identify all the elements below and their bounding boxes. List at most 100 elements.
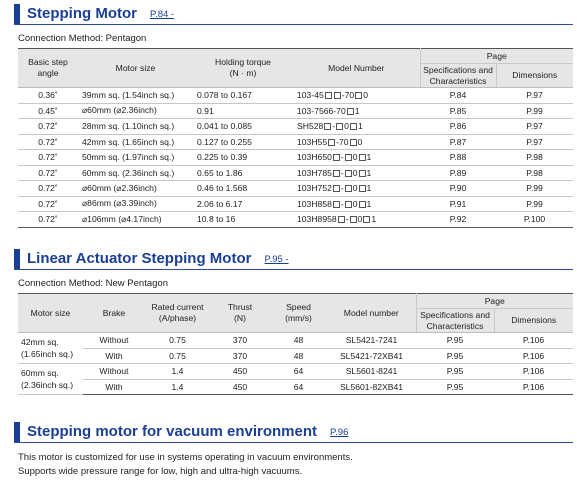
table-row: 0.45˚ ⌀60mm (⌀2.36inch) 0.91 103-7566-70 1 P.… [18,103,573,119]
cell-thrust: 370 [210,348,270,364]
cell-spec-page: P.89 [420,165,496,181]
cell-step-angle: 0.72˚ [18,196,78,212]
section-title: Stepping motor for vacuum environment [27,423,318,440]
cell-model-number: SL5421-7241 [327,332,416,349]
model-text: 1 [371,214,377,225]
cell-dimensions-page: P.100 [496,211,573,228]
cell-thrust: 450 [210,363,270,380]
cell-holding-torque: 0.46 to 1.568 [193,180,293,197]
cell-spec-page: P.90 [420,180,496,197]
cell-dimensions-page: P.106 [494,363,573,380]
cell-dimensions-page: P.99 [496,180,573,197]
cell-rated-current: 1.4 [145,363,210,380]
placeholder-box-icon [363,216,371,224]
motor-size-line: 42mm sq. [21,337,59,347]
cell-step-angle: 0.72˚ [18,149,78,166]
header-dimensions: Dimensions [495,63,573,88]
page-reference-link[interactable]: P.84 - [149,9,175,20]
cell-dimensions-page: P.97 [496,134,573,150]
placeholder-box-icon [324,92,332,100]
section-header-linear-actuator: Linear Actuator Stepping Motor P.95 - [14,249,573,270]
cell-motor-size: 50mm sq. (1.97inch sq.) [78,149,193,166]
cell-step-angle: 0.72˚ [18,118,78,135]
header-brake: Brake [83,293,145,333]
cell-motor-size: 60mm sq. (2.36inch sq.) [78,165,193,181]
cell-rated-current: 1.4 [145,379,210,395]
cell-speed: 48 [270,332,327,349]
cell-brake: Without [83,332,145,349]
model-text: - [332,121,336,132]
cell-brake: With [83,348,145,364]
cell-motor-size: 60mm sq. (2.36inch sq.) [18,363,83,395]
model-text: -70 [336,136,349,147]
table-row: 60mm sq. (2.36inch sq.) Without 1.4 450 64 SL5… [18,363,573,395]
motor-size-line: (1.65inch sq.) [21,349,74,359]
header-motor-size: Motor size [78,48,193,88]
description-line: Supports wide pressure range for low, hi… [18,465,303,477]
header-spec-char: Specifications and Characteristics [415,308,494,333]
cell-holding-torque: 2.06 to 6.17 [193,196,293,212]
cell-dimensions-page: P.99 [496,103,573,119]
page-reference-link[interactable]: P.95 - [264,254,289,265]
model-text: 103H785 [297,167,332,178]
page-reference-link[interactable]: P.96 [330,427,349,438]
placeholder-box-icon [324,123,332,131]
table-row: 0.72˚ 50mm sq. (1.97inch sq.) 0.225 to 0.3… [18,149,573,166]
cell-spec-page: P.95 [416,379,494,395]
placeholder-box-icon [328,138,336,146]
placeholder-box-icon [349,138,357,146]
cell-model-number: 103H8958-0 1 [293,211,420,228]
cell-thrust: 450 [210,379,270,395]
header-speed: Speed (mm/s) [270,293,327,333]
model-text: 1 [366,183,372,194]
table-row: 0.72˚ 28mm sq. (1.10inch sq.) 0.041 to 0.0… [18,118,573,135]
placeholder-box-icon [332,185,340,193]
cell-holding-torque: 0.041 to 0.085 [193,118,293,135]
placeholder-box-icon [358,185,366,193]
header-model-number: Model number [327,293,416,333]
description-line: This motor is customized for use in syst… [18,452,353,463]
stepping-motor-table: Basic step angle Motor size Holding torq… [18,48,573,228]
cell-step-angle: 0.72˚ [18,134,78,150]
model-text: - [340,198,344,209]
model-text: - [340,167,344,178]
cell-brake: Without [83,363,145,380]
section-title: Stepping Motor [27,5,137,22]
model-text: - [340,183,344,194]
cell-thrust: 370 [210,332,270,349]
cell-spec-page: P.85 [420,103,496,119]
table-row: 0.36˚ 39mm sq. (1.54inch sq.) 0.078 to 0.1… [18,87,573,104]
motor-size-line: (2.36inch sq.) [21,380,74,390]
header-model-number: Model Number [293,48,420,88]
table-row: 0.72˚ ⌀60mm (⌀2.36inch) 0.46 to 1.568 103H7… [18,180,573,197]
placeholder-box-icon [332,200,340,208]
model-text: 103H8958 [297,214,337,225]
cell-model-number: 103-7566-70 1 [293,103,420,119]
model-text: - [345,214,349,225]
cell-speed: 64 [270,363,327,380]
cell-motor-size: 28mm sq. (1.10inch sq.) [78,118,193,135]
table-row: With 0.75 370 48 SL5421-72XB41 P.95 P.106 [18,348,573,364]
placeholder-box-icon [358,169,366,177]
cell-rated-current: 0.75 [145,332,210,349]
cell-dimensions-page: P.106 [494,379,573,395]
connection-method: Connection Method: New Pentagon [18,278,168,289]
header-page: Page [415,293,573,309]
cell-rated-current: 0.75 [145,348,210,364]
model-text: 1 [366,167,372,178]
cell-dimensions-page: P.98 [496,165,573,181]
placeholder-box-icon [344,185,352,193]
model-text: 1 [366,152,372,163]
header-page: Page [419,48,573,64]
cell-speed: 48 [270,348,327,364]
cell-spec-page: P.95 [416,348,494,364]
cell-model-number: SL5601-82XB41 [327,379,416,395]
cell-step-angle: 0.36˚ [18,87,78,104]
cell-motor-size: ⌀60mm (⌀2.36inch) [78,180,193,197]
model-text: 0 [363,90,368,101]
placeholder-box-icon [346,107,354,115]
cell-motor-size: ⌀60mm (⌀2.36inch) [78,103,193,119]
cell-dimensions-page: P.97 [496,87,573,104]
table-row: 42mm sq. (1.65inch sq.) Without 0.75 370 48 SL… [18,332,573,364]
section-title: Linear Actuator Stepping Motor [27,250,252,267]
